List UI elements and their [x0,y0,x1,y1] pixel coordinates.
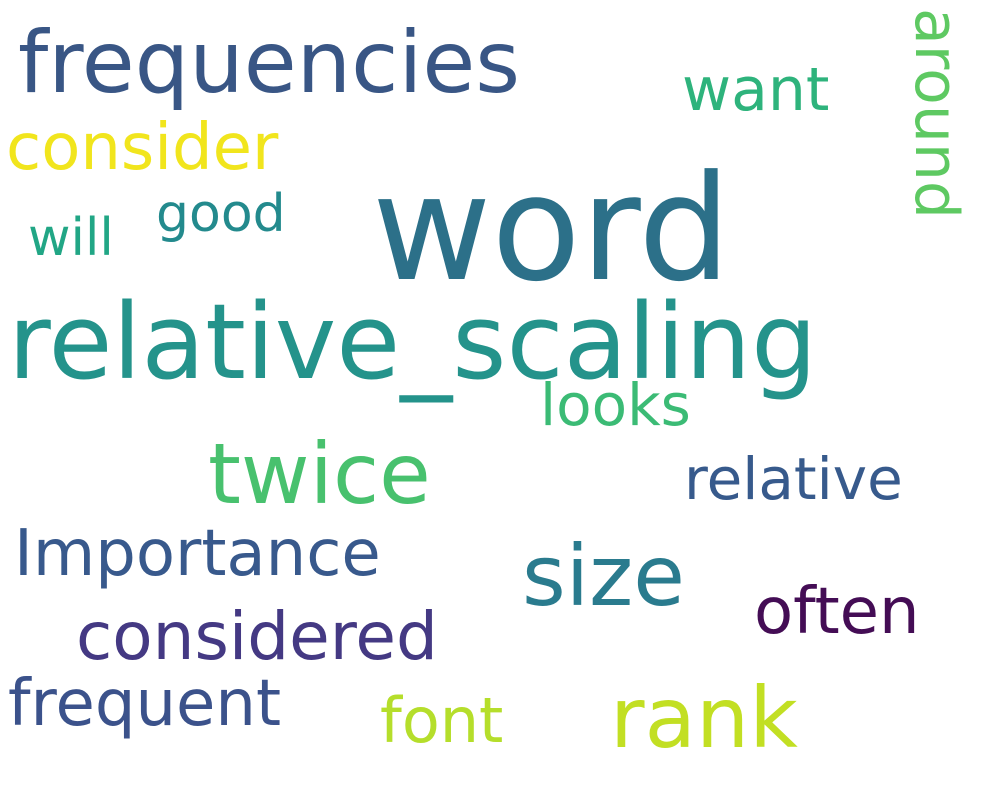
word-font: font [380,684,504,757]
word-word: word [372,144,731,314]
word-size: size [522,527,685,625]
word-frequent: frequent [8,667,282,741]
word-looks: looks [540,371,691,439]
word-relative: relative [684,445,903,513]
word-twice: twice [208,425,431,523]
word-around: around [901,8,971,219]
word-importance: Importance [14,517,381,591]
word-rank: rank [610,669,798,767]
word-considered: considered [76,598,438,675]
word-frequencies: frequencies [18,13,521,113]
word-relative-scaling: relative_scaling [8,281,818,403]
word-often: often [754,575,920,649]
word-good: good [156,184,286,244]
word-will: will [28,208,114,268]
word-want: want [682,55,830,125]
word-consider: consider [6,111,279,185]
